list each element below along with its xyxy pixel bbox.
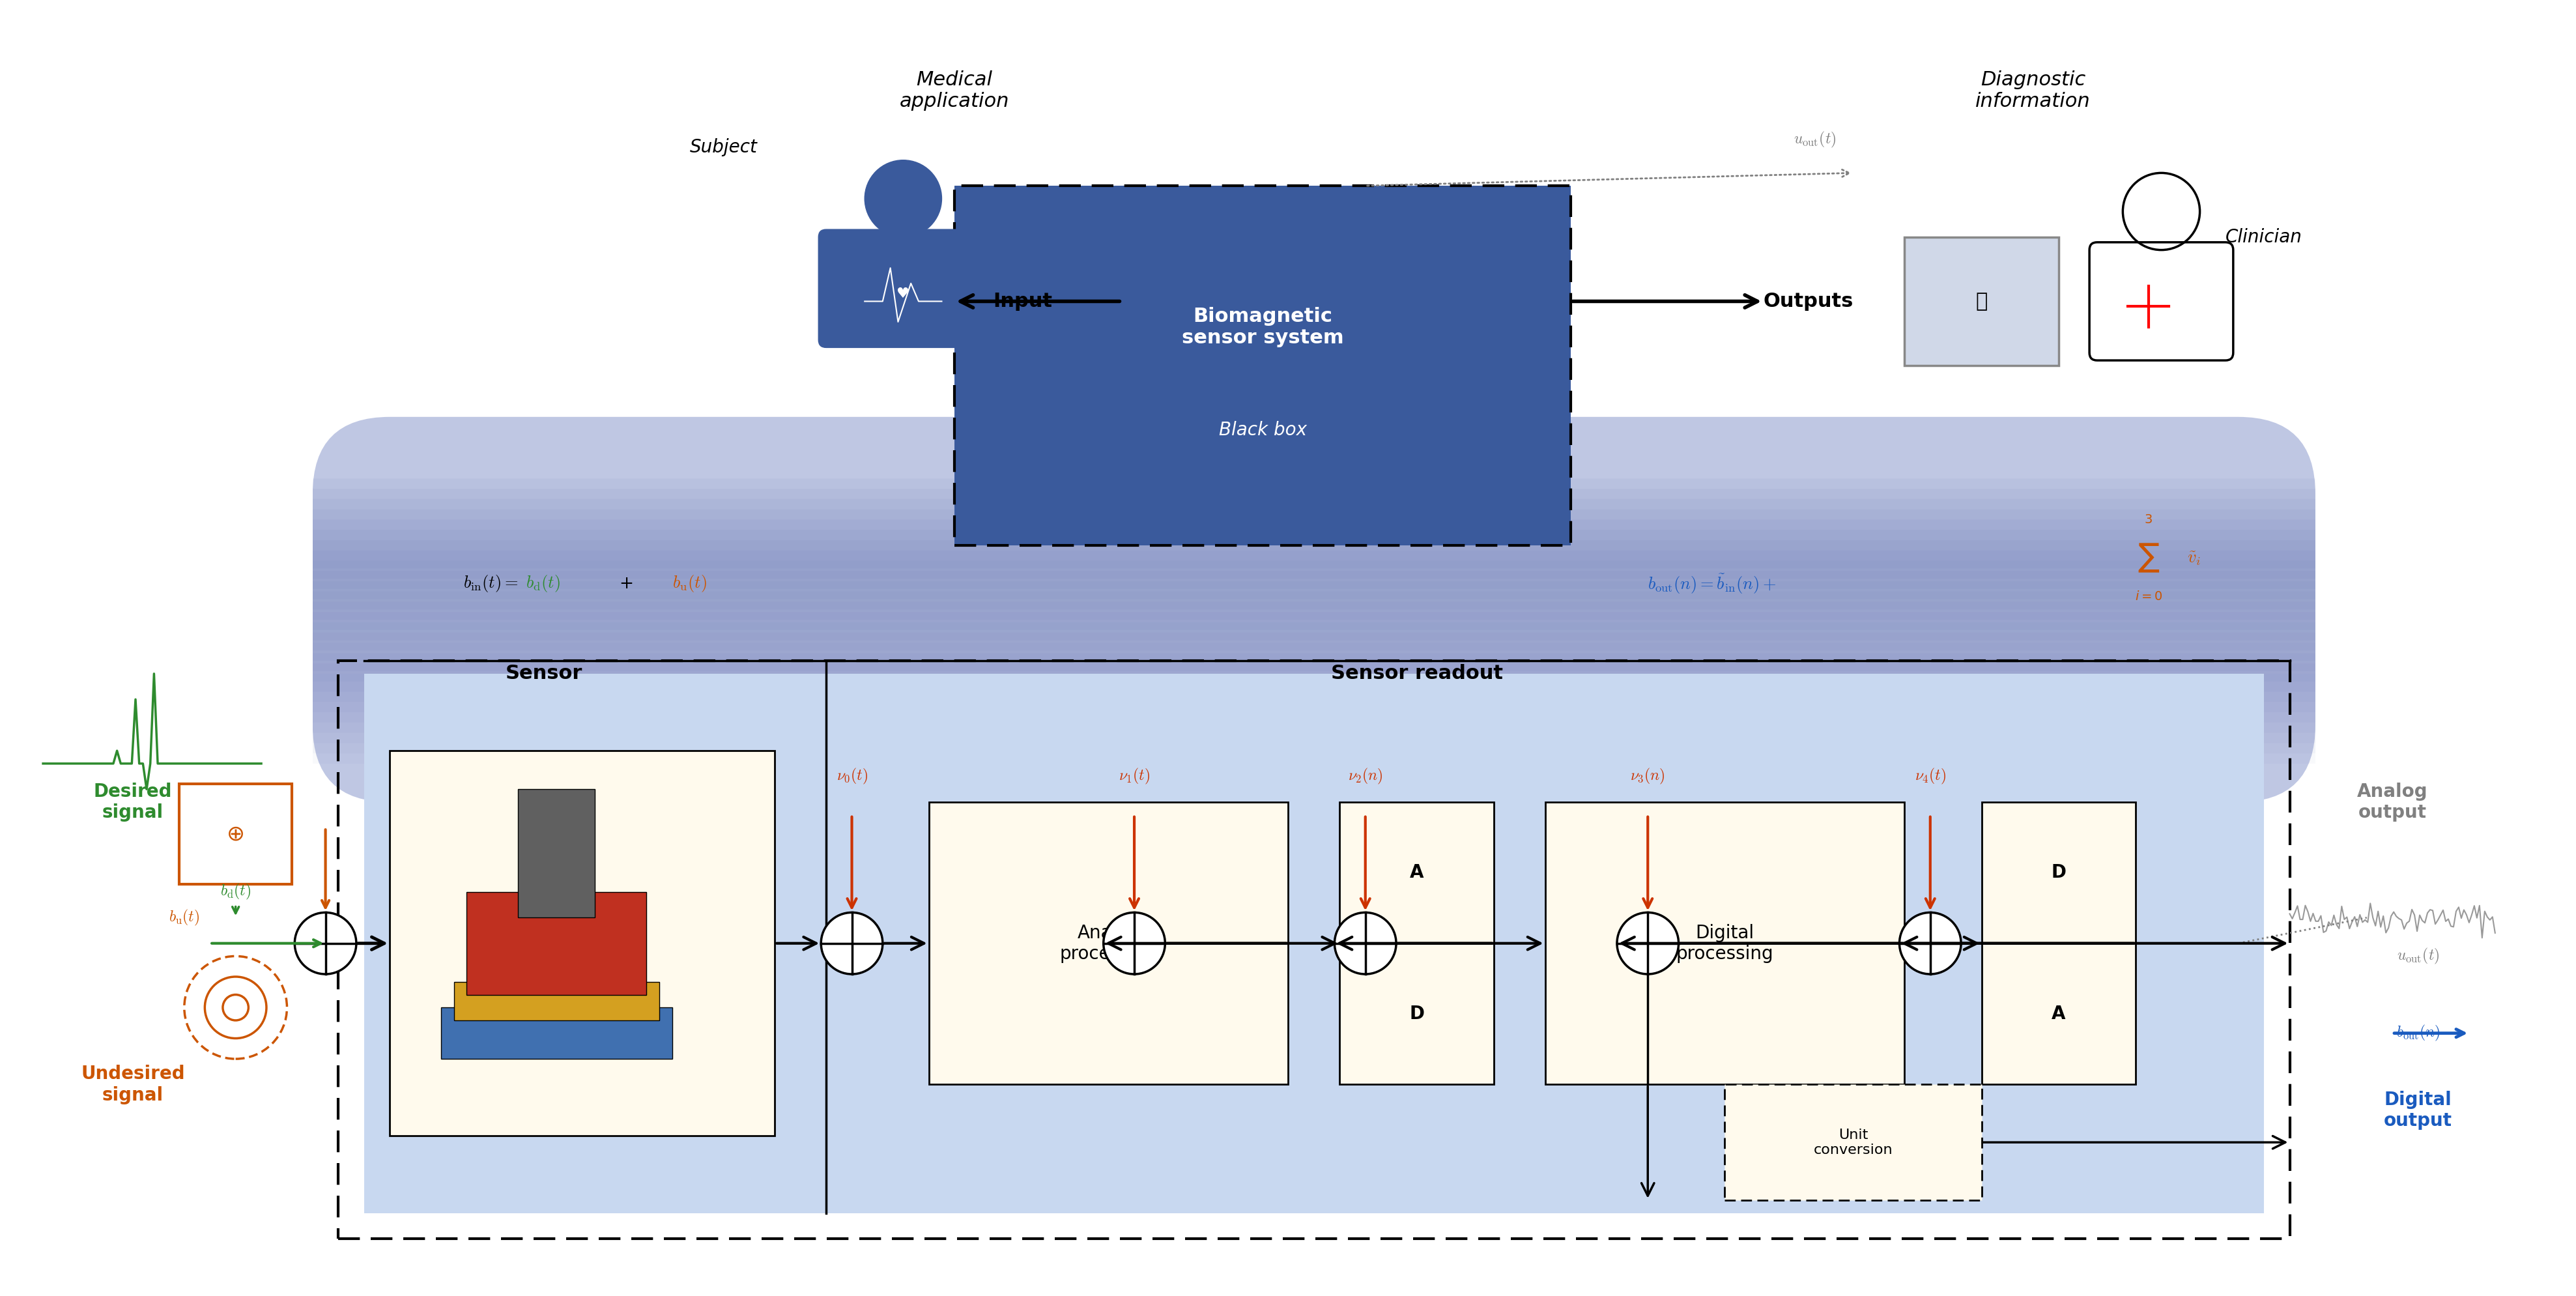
Circle shape (1334, 912, 1396, 975)
Text: Sensor: Sensor (505, 665, 582, 683)
Text: $+$: $+$ (618, 575, 634, 592)
FancyBboxPatch shape (1904, 237, 2058, 365)
Circle shape (866, 161, 940, 237)
Text: Subject: Subject (690, 139, 757, 157)
FancyBboxPatch shape (273, 489, 2354, 579)
Text: A: A (2050, 1004, 2066, 1023)
Text: $\nu_3(n)$: $\nu_3(n)$ (1631, 767, 1664, 785)
Text: $\nu_4(t)$: $\nu_4(t)$ (1914, 767, 1945, 785)
Text: 🖥: 🖥 (1976, 292, 1986, 311)
FancyBboxPatch shape (953, 185, 1571, 546)
Text: Biomagnetic
sensor system: Biomagnetic sensor system (1182, 307, 1342, 347)
Text: Black box: Black box (1218, 421, 1306, 439)
FancyBboxPatch shape (819, 229, 987, 347)
FancyBboxPatch shape (273, 561, 2354, 651)
Text: Desired
signal: Desired signal (93, 783, 173, 822)
Text: Analog
output: Analog output (2357, 783, 2427, 822)
Bar (518, 789, 595, 918)
Circle shape (1103, 912, 1164, 975)
Text: $u_\mathrm{out}(t)$: $u_\mathrm{out}(t)$ (1793, 130, 1837, 149)
FancyBboxPatch shape (1546, 802, 1904, 1085)
Text: $b_\mathrm{d}(t)$: $b_\mathrm{d}(t)$ (219, 883, 250, 902)
Polygon shape (1340, 802, 1494, 1085)
Text: Analog
processing: Analog processing (1059, 924, 1157, 963)
Text: $\nu_1(t)$: $\nu_1(t)$ (1118, 767, 1149, 785)
Circle shape (1899, 912, 1960, 975)
Text: D: D (2050, 863, 2066, 881)
FancyBboxPatch shape (1723, 1085, 1981, 1200)
Bar (440, 1007, 672, 1059)
Text: $b_\mathrm{d}(t)$: $b_\mathrm{d}(t)$ (526, 574, 559, 594)
Text: $\tilde{v}_i$: $\tilde{v}_i$ (2187, 550, 2200, 566)
Text: $b_\mathrm{u}(t)$: $b_\mathrm{u}(t)$ (170, 908, 198, 927)
Circle shape (294, 912, 355, 975)
Bar (2316, 391, 2571, 1290)
Text: $i=0$: $i=0$ (2133, 591, 2161, 603)
Text: Undesired
signal: Undesired signal (80, 1065, 185, 1104)
FancyBboxPatch shape (273, 478, 2354, 569)
Text: Diagnostic
information: Diagnostic information (1976, 70, 2089, 111)
FancyBboxPatch shape (273, 551, 2354, 640)
Circle shape (822, 912, 884, 975)
Text: $u_\mathrm{out}(t)$: $u_\mathrm{out}(t)$ (2396, 946, 2439, 966)
Text: $\nu_0(t)$: $\nu_0(t)$ (837, 767, 868, 785)
Text: Digital
processing: Digital processing (1674, 924, 1772, 963)
Text: $\sum$: $\sum$ (2138, 542, 2159, 574)
Polygon shape (1981, 802, 2136, 1085)
Text: Digital
output: Digital output (2383, 1090, 2452, 1130)
FancyBboxPatch shape (273, 540, 2354, 630)
Text: Input: Input (992, 292, 1051, 311)
Bar (466, 892, 647, 994)
Bar (5, 391, 312, 1290)
FancyBboxPatch shape (273, 520, 2354, 609)
FancyBboxPatch shape (273, 509, 2354, 599)
Circle shape (1618, 912, 1677, 975)
Text: $b_\mathrm{in}(t)=$: $b_\mathrm{in}(t)=$ (464, 574, 518, 594)
Bar (5, 6, 2571, 674)
Text: ⊕: ⊕ (227, 823, 245, 845)
Text: Unit
conversion: Unit conversion (1814, 1129, 1893, 1156)
FancyBboxPatch shape (389, 750, 775, 1135)
Text: $b_\mathrm{out}(n)=\tilde{b}_\mathrm{in}(n)+$: $b_\mathrm{out}(n)=\tilde{b}_\mathrm{in}… (1649, 573, 1775, 595)
FancyBboxPatch shape (273, 591, 2354, 682)
Text: Sensor readout: Sensor readout (1329, 665, 1502, 683)
Text: D: D (1409, 1004, 1425, 1023)
Text: $b_\mathrm{out}(n)$: $b_\mathrm{out}(n)$ (2396, 1024, 2439, 1043)
FancyBboxPatch shape (273, 581, 2354, 671)
Text: Medical
application: Medical application (899, 70, 1010, 111)
Text: ♥: ♥ (896, 288, 909, 301)
Text: A: A (1409, 863, 1425, 881)
FancyBboxPatch shape (312, 417, 2316, 802)
FancyBboxPatch shape (273, 601, 2354, 692)
FancyBboxPatch shape (273, 499, 2354, 588)
FancyBboxPatch shape (273, 572, 2354, 661)
Text: $b_\mathrm{u}(t)$: $b_\mathrm{u}(t)$ (672, 574, 706, 594)
Text: Outputs: Outputs (1762, 292, 1852, 311)
Text: Clinician: Clinician (2226, 228, 2303, 246)
Bar (453, 982, 659, 1020)
Text: $\nu_2(n)$: $\nu_2(n)$ (1347, 767, 1383, 785)
FancyBboxPatch shape (273, 530, 2354, 619)
FancyBboxPatch shape (927, 802, 1288, 1085)
Text: $3$: $3$ (2143, 513, 2151, 526)
FancyBboxPatch shape (363, 674, 2264, 1213)
